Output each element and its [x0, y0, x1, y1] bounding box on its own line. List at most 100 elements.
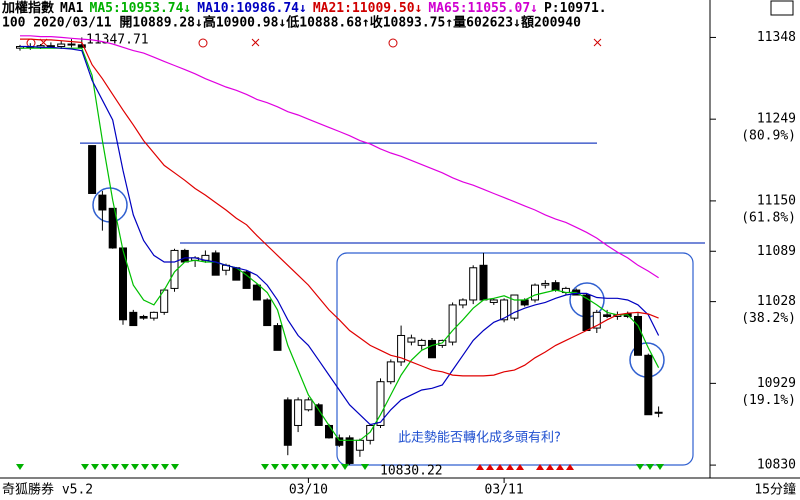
signal-triangle: [91, 464, 99, 470]
y-tick-label: 11249: [757, 112, 796, 127]
signal: [198, 38, 208, 48]
signal-triangle: [151, 464, 159, 470]
signal-triangle: [546, 464, 554, 470]
fib-label: (38.2%): [741, 311, 796, 326]
candle-body: [345, 437, 354, 464]
y-tick-label: 11089: [757, 244, 796, 259]
signal-triangle: [261, 464, 269, 470]
signal-triangle: [556, 464, 564, 470]
signal-triangle: [536, 464, 544, 470]
signal-triangle: [311, 464, 319, 470]
y-tick-label: 11348: [757, 30, 796, 45]
footer-left: 奇狐勝券 v5.2: [2, 482, 93, 498]
annotation-text: 此走勢能否轉化成多頭有利?: [398, 430, 561, 446]
signal-triangle: [636, 464, 644, 470]
signal-triangle: [656, 464, 664, 470]
candle-body: [541, 282, 550, 286]
candle-body: [57, 43, 66, 48]
header-item: MA5:10953.74↓: [90, 1, 192, 16]
annotation-box: [336, 252, 694, 466]
candle-body: [407, 337, 416, 343]
signal-triangle: [101, 464, 109, 470]
candle-body: [77, 44, 86, 48]
candle-body: [170, 249, 179, 289]
candle-body: [592, 311, 601, 329]
candle-body: [479, 264, 488, 301]
y-tick-label: 11028: [757, 294, 796, 309]
x-tick-label: 03/10: [289, 483, 328, 498]
signal-triangle: [131, 464, 139, 470]
signal-triangle: [331, 464, 339, 470]
signal-triangle: [16, 464, 24, 470]
candle-body: [366, 424, 375, 441]
signal-triangle: [271, 464, 279, 470]
candle-body: [603, 314, 612, 317]
ma-line: [20, 45, 660, 426]
ma-line: [20, 35, 659, 279]
candle-body: [211, 252, 220, 276]
signal-triangle: [361, 464, 369, 470]
candle-body: [263, 299, 272, 327]
candle-body: [448, 304, 457, 343]
signal-triangle: [496, 464, 504, 470]
header-item: MA65:11055.07↓: [428, 1, 538, 16]
candle-body: [520, 299, 529, 306]
signal-triangle: [121, 464, 129, 470]
candle-body: [314, 404, 323, 426]
signal-triangle: [516, 464, 524, 470]
candle-body: [252, 284, 261, 301]
candle-body: [139, 315, 148, 319]
header-item: MA21:11009.50↓: [313, 1, 423, 16]
candle-body: [417, 339, 426, 346]
ma-line: [20, 38, 659, 377]
signal-triangle: [81, 464, 89, 470]
signal: [39, 38, 602, 47]
signal: [388, 38, 398, 48]
header-item: MA1: [60, 1, 84, 16]
candle-body: [469, 267, 478, 301]
signal-triangle: [341, 464, 349, 470]
signal-triangle: [141, 464, 149, 470]
candle-body: [294, 399, 303, 426]
signal-triangle: [566, 464, 574, 470]
low-label: 10830.22: [380, 464, 443, 479]
candle-body: [510, 294, 519, 319]
footer-right: 15分鐘: [754, 482, 796, 498]
header-line1: 加權指數 MA1 MA5:10953.74↓ MA10:10986.74↓ MA21:1…: [1, 0, 607, 16]
candle-body: [325, 424, 333, 439]
candle-body: [644, 354, 653, 416]
candle-body: [489, 299, 498, 303]
signal-triangle: [646, 464, 654, 470]
y-tick-label: 10929: [757, 376, 796, 391]
candle-body: [283, 399, 292, 446]
signal-triangle: [506, 464, 514, 470]
signal-triangle: [321, 464, 329, 470]
candle-body: [129, 311, 138, 327]
candle-body: [355, 439, 364, 451]
signal-triangle: [171, 464, 179, 470]
candle-body: [458, 299, 467, 306]
signal-triangle: [281, 464, 289, 470]
x-tick-label: 03/11: [485, 483, 524, 498]
signal-triangle: [301, 464, 309, 470]
header-item: 加權指數: [1, 0, 54, 16]
signal-triangle: [291, 464, 299, 470]
signal-triangle: [111, 464, 119, 470]
candle-body: [428, 339, 436, 359]
candle-body: [531, 284, 539, 301]
candle-body: [242, 271, 251, 289]
y-tick-label: 10830: [757, 458, 796, 473]
candle-body: [46, 45, 55, 48]
scroll-box[interactable]: [770, 0, 794, 16]
header-item: MA10:10986.74↓: [197, 1, 307, 16]
high-label: 11347.71: [86, 33, 149, 48]
candle-body: [397, 334, 406, 363]
candle-body: [67, 43, 76, 46]
ma-line: [20, 47, 660, 441]
candle-body: [376, 381, 385, 426]
candle-body: [98, 194, 107, 211]
fib-label: (19.1%): [741, 393, 796, 408]
candle-body: [88, 145, 97, 194]
